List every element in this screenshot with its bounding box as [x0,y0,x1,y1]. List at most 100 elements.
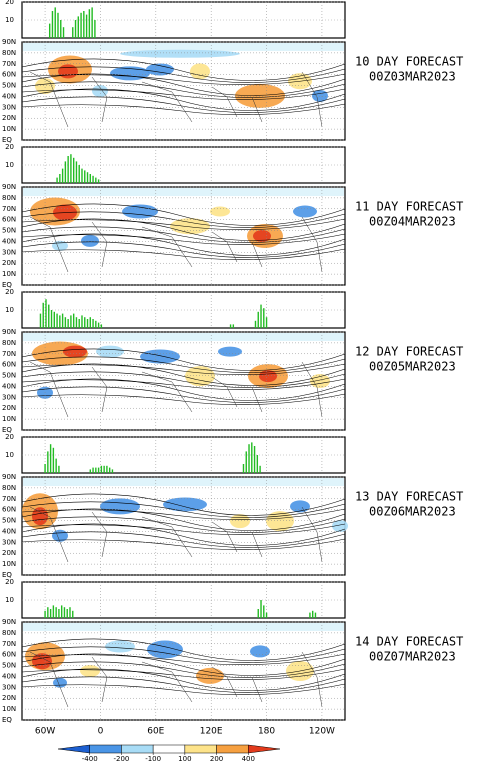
y-tick-label: 10 [5,16,14,24]
bar [60,605,63,618]
bar [39,313,42,328]
contour [21,81,346,98]
bar [52,605,55,618]
bar [47,607,49,618]
bar [45,299,47,328]
y-tick-label: EQ [2,281,12,289]
anomaly [120,49,240,58]
y-tick-label: 20 [5,0,14,6]
bar [72,27,74,38]
contour [21,218,346,241]
forecast-time: 00Z06MAR2023 [369,505,456,519]
colorbar-cell [121,744,154,754]
anomaly [210,206,230,217]
bar [72,313,75,328]
bar [88,9,91,38]
contour [21,646,346,663]
colorbar-label: 400 [242,755,255,763]
bar [242,464,245,473]
bar [70,315,72,328]
bar [89,469,91,473]
bar [59,315,61,328]
colorbar-label: -100 [145,755,161,763]
y-tick-label: 10N [2,560,16,568]
anomaly [266,511,294,532]
bar [312,610,314,618]
y-tick-label: 80N [2,49,16,57]
bar [245,451,247,473]
y-tick-label: 60N [2,651,16,659]
anomaly [58,64,78,79]
anomaly [163,497,207,512]
y-tick-label: 20 [5,578,14,586]
bar [75,161,78,183]
contour [21,393,346,405]
contour [21,531,346,548]
bar [263,308,265,328]
bar [66,609,68,618]
anomaly [92,85,108,97]
x-tick-label: 120E [200,727,223,737]
anomaly [259,370,277,383]
y-tick-label: 10N [2,705,16,713]
contour [21,386,346,403]
bar [81,168,83,183]
bar [49,609,52,618]
y-tick-label: 50N [2,517,16,525]
y-tick-label: 40N [2,672,16,680]
bar [95,320,97,328]
bar [254,320,257,328]
y-tick-label: 20N [2,549,16,557]
x-tick-label: 180 [258,727,275,737]
anomaly [147,640,183,659]
coastline [29,216,323,273]
bar [108,467,111,473]
contour [21,96,346,113]
y-tick-label: 50N [2,662,16,670]
y-tick-label: 10 [5,306,14,314]
coastline [29,71,323,128]
bar [97,467,100,473]
bar [253,446,256,473]
coastline [29,651,323,708]
bar [77,16,79,38]
y-tick-label: 20 [5,433,14,441]
bar [232,324,235,328]
contour [21,378,346,401]
bar [95,177,97,183]
bar [111,469,114,473]
bar [60,20,62,38]
bar [265,317,268,328]
bar [260,600,262,618]
contour [21,516,346,533]
bar [100,324,103,328]
bar [54,7,56,39]
anomaly [235,83,285,108]
colorbar-label: 200 [210,755,223,763]
bar-frame [21,581,346,619]
forecast-label: 12 DAY FORECAST [355,345,463,359]
anomaly [196,667,224,684]
bar [78,165,80,183]
y-tick-label: 90N [2,38,16,46]
y-tick-label: 80N [2,194,16,202]
colorbar-cell [152,744,186,754]
anomaly [80,665,100,677]
bar [92,175,94,183]
y-tick-label: 70N [2,495,16,503]
bar [251,442,253,473]
polar-band [23,623,344,631]
y-tick-label: 90N [2,183,16,191]
bar [94,20,96,38]
y-tick-label: 70N [2,60,16,68]
contour [21,248,346,260]
y-tick-label: 40N [2,237,16,245]
colorbar-label: -400 [82,755,98,763]
contour [21,508,346,531]
bar [85,14,88,39]
contour [21,501,346,518]
y-tick-label: 90N [2,473,16,481]
bar [92,319,94,328]
forecast-label: 13 DAY FORECAST [355,490,463,504]
bar [61,313,64,328]
